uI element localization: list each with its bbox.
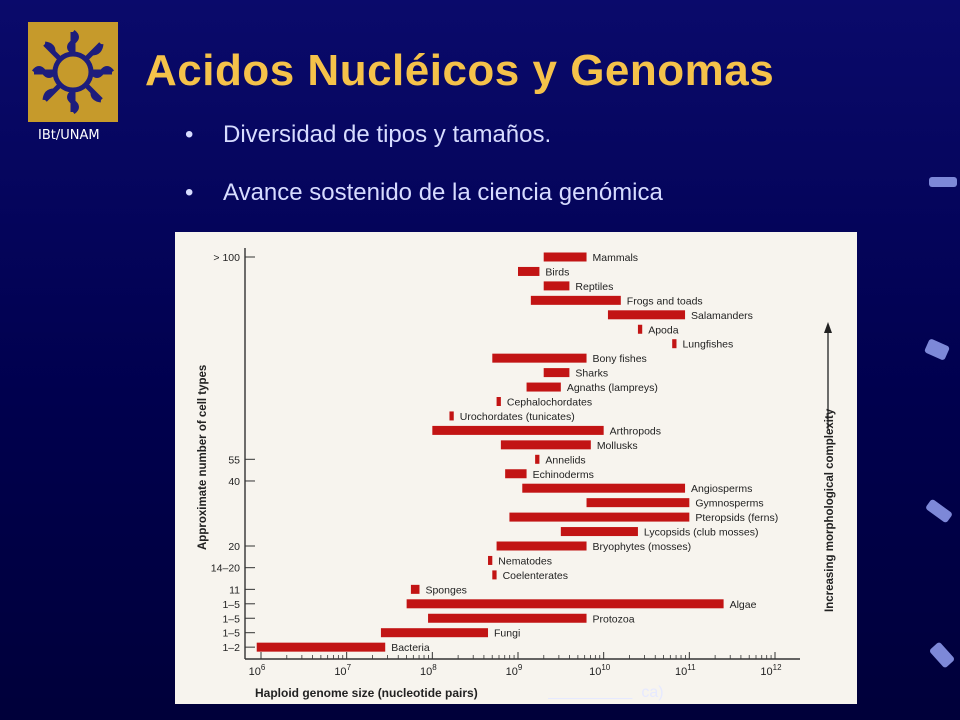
bar-label: Arthropods bbox=[610, 425, 661, 437]
genome-range-bar bbox=[526, 382, 561, 392]
bar-label: Cephalochordates bbox=[507, 397, 592, 409]
bar-label: Bryophytes (mosses) bbox=[593, 541, 692, 553]
y-tick-label: > 100 bbox=[213, 252, 240, 264]
genome-size-chart: > 100 55 40 20 14–20 11 1–5 1–5 1–5 1–2 Mammals Bi… bbox=[197, 248, 836, 700]
bar-label: Fungi bbox=[494, 628, 520, 640]
genome-range-bar bbox=[672, 339, 677, 349]
bar-label: Birds bbox=[545, 266, 569, 278]
genome-range-bar bbox=[432, 425, 604, 435]
genome-range-bar bbox=[449, 411, 454, 421]
genome-range-bar bbox=[560, 527, 638, 537]
bar-label: Pteropsids (ferns) bbox=[695, 512, 778, 524]
complexity-label: Increasing morphological complexity bbox=[824, 408, 836, 612]
genome-range-bar bbox=[543, 252, 587, 262]
genome-size-figure: > 100 55 40 20 14–20 11 1–5 1–5 1–5 1–2 Mammals Bi… bbox=[175, 232, 857, 704]
x-tick-label: 108 bbox=[420, 663, 437, 678]
y-tick-label: 55 bbox=[228, 454, 240, 466]
bar-label: Apoda bbox=[648, 324, 679, 336]
y-tick-label: 1–5 bbox=[222, 613, 240, 625]
y-tick-label: 1–5 bbox=[222, 599, 240, 611]
ibt-logo-icon bbox=[28, 22, 118, 122]
genome-range-bar bbox=[509, 512, 690, 522]
decorative-dash bbox=[924, 498, 954, 524]
genome-range-bar bbox=[488, 555, 493, 565]
bar-label: Bacteria bbox=[391, 642, 430, 654]
complexity-arrowhead-icon bbox=[824, 322, 832, 333]
bullet-list: Diversidad de tipos y tamaños. Avance so… bbox=[185, 118, 663, 234]
y-tick-label: 40 bbox=[228, 476, 240, 488]
genome-range-bar bbox=[380, 628, 489, 638]
bar-label: Gymnosperms bbox=[695, 498, 763, 510]
x-tick-label: 107 bbox=[334, 663, 351, 678]
bullet-genomic-science: Avance sostenido de la ciencia genómica bbox=[185, 176, 663, 210]
genome-range-bar bbox=[518, 266, 540, 276]
genome-range-bar bbox=[410, 584, 420, 594]
bar-label: Bony fishes bbox=[593, 353, 647, 365]
institution-label: IBt/UNAM bbox=[38, 128, 100, 143]
genome-range-bar bbox=[428, 613, 587, 623]
slide-title: Acidos Nucléicos y Genomas bbox=[145, 46, 775, 95]
genome-range-bar bbox=[505, 469, 527, 479]
y-tick-label: 14–20 bbox=[211, 563, 240, 575]
bar-label: Echinoderms bbox=[533, 469, 594, 481]
genome-range-bar bbox=[607, 310, 686, 320]
genome-range-bar bbox=[492, 570, 497, 580]
bar-label: Lungfishes bbox=[682, 339, 733, 351]
bar-label: Annelids bbox=[545, 454, 585, 466]
bar-label: Frogs and toads bbox=[627, 295, 703, 307]
figure-caption: ca) bbox=[641, 684, 664, 701]
genome-range-bar bbox=[522, 483, 686, 493]
genome-range-bar bbox=[496, 397, 501, 406]
x-tick-label: 109 bbox=[506, 663, 523, 678]
bar-label: Coelenterates bbox=[503, 570, 568, 582]
bar-label: Angiosperms bbox=[691, 483, 752, 495]
y-axis-title: Approximate number of cell types bbox=[197, 365, 209, 550]
bullet-diversity: Diversidad de tipos y tamaños. bbox=[185, 118, 663, 152]
genome-range-bar bbox=[496, 541, 587, 551]
bar-label: Sharks bbox=[575, 368, 608, 380]
decorative-dash bbox=[929, 177, 957, 187]
genome-range-bar bbox=[543, 368, 570, 378]
y-tick-label: 1–5 bbox=[222, 628, 240, 640]
bar-label: Reptiles bbox=[575, 281, 613, 293]
x-axis-title: Haploid genome size (nucleotide pairs) bbox=[255, 686, 478, 700]
genome-range-bar bbox=[637, 324, 643, 334]
genome-range-bar bbox=[543, 281, 570, 291]
bar-label: Mollusks bbox=[597, 440, 638, 452]
genome-range-bar bbox=[406, 599, 724, 609]
genome-range-bar bbox=[530, 295, 621, 305]
bar-label: Lycopsids (club mosses) bbox=[644, 527, 759, 539]
y-tick-label: 20 bbox=[228, 541, 240, 553]
genome-range-bar bbox=[256, 642, 386, 652]
bar-label: Algae bbox=[730, 599, 757, 611]
genome-range-bar bbox=[492, 353, 587, 363]
bar-label: Mammals bbox=[593, 252, 639, 264]
bar-label: Protozoa bbox=[593, 613, 635, 625]
decorative-dash bbox=[928, 641, 956, 669]
genome-range-bar bbox=[586, 498, 690, 508]
x-tick-label: 106 bbox=[249, 663, 266, 678]
bar-label: Agnaths (lampreys) bbox=[567, 382, 658, 394]
decorative-dash bbox=[923, 338, 951, 361]
x-tick-label: 1012 bbox=[760, 663, 782, 678]
y-tick-label: 1–2 bbox=[222, 642, 240, 654]
x-tick-label: 1010 bbox=[589, 663, 611, 678]
bar-label: Nematodes bbox=[498, 555, 552, 567]
bar-label: Sponges bbox=[425, 584, 466, 596]
genome-range-bar bbox=[500, 440, 591, 450]
bar-label: Urochordates (tunicates) bbox=[460, 411, 575, 423]
x-tick-label: 1011 bbox=[675, 663, 696, 678]
genome-range-bar bbox=[535, 454, 540, 464]
bar-label: Salamanders bbox=[691, 310, 753, 322]
y-tick-label: 11 bbox=[229, 584, 240, 596]
